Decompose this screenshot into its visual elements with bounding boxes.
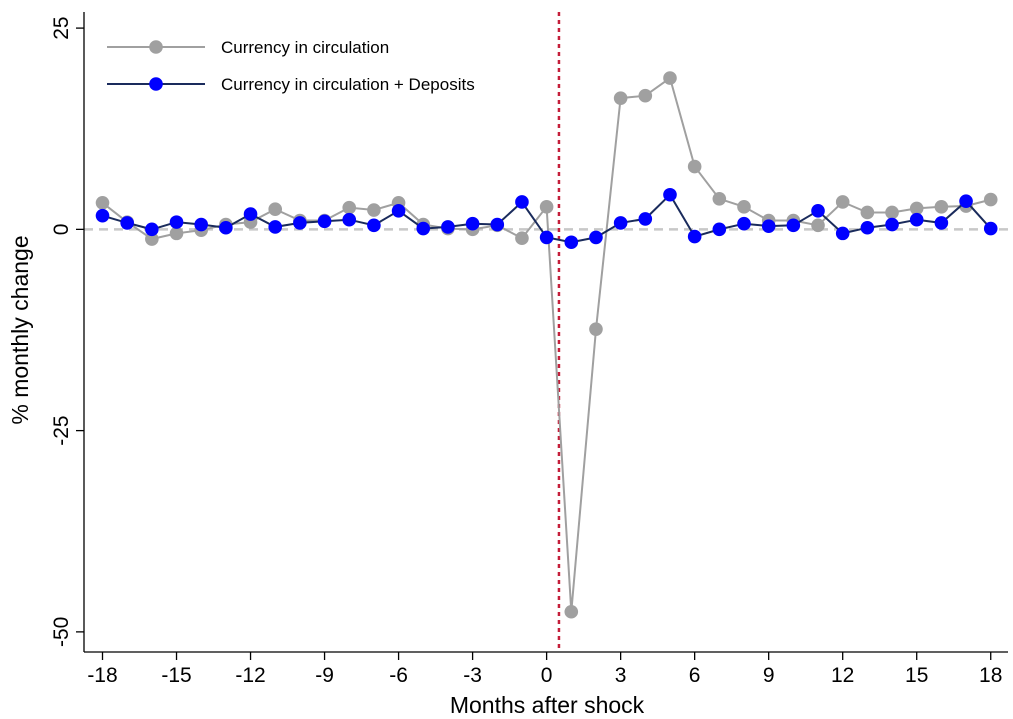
data-point [737,216,751,231]
x-tick-label: -15 [161,664,191,687]
data-point [860,220,875,235]
data-point [983,192,998,207]
data-point [490,217,505,232]
data-point [342,212,357,227]
data-point [120,216,134,230]
data-point [441,220,455,234]
data-point [638,212,653,226]
x-tick-label: 12 [831,664,854,687]
data-point [391,204,406,218]
data-point [243,207,258,221]
y-tick-label: 25 [50,16,73,39]
data-point [934,216,949,230]
data-point [145,232,159,246]
data-point [293,216,307,230]
x-tick-label: -3 [463,664,482,687]
data-point [564,235,579,250]
data-point [194,217,208,232]
x-tick-label: 6 [689,664,701,687]
data-point [712,191,727,206]
x-tick-label: 18 [979,664,1002,687]
data-point [909,212,924,227]
data-point [687,229,702,244]
data-point [712,222,727,237]
data-point [663,71,677,85]
data-point [95,195,110,210]
x-tick-label: -6 [389,664,408,687]
series-2 [95,187,998,250]
data-point [589,230,603,245]
y-tick-label: 0 [50,224,73,236]
data-point [909,201,924,216]
data-point [959,194,973,208]
data-point [613,91,628,105]
series-line [101,76,991,612]
data-point [367,203,381,217]
axes: -18 -15 -12 -9 -6 -3 0 3 6 9 12 15 18 25 0 -25 -50 [50,12,1008,687]
data-point [564,604,579,619]
data-point [811,218,825,233]
data-point [687,159,702,174]
x-tick-label: -12 [235,664,265,687]
legend-item: Currency in circulation + Deposits [107,75,475,94]
y-tick-label: -25 [50,415,73,445]
data-point [811,204,825,218]
data-point [860,205,875,220]
legend-swatch-marker [149,77,163,91]
data-point [219,220,233,235]
data-point [416,221,431,236]
data-point [268,202,283,217]
data-point [835,226,850,241]
data-point [342,200,357,215]
data-point [515,195,529,209]
data-point [934,200,949,214]
data-point [638,88,653,103]
data-point [885,217,899,232]
x-tick-label: 15 [905,664,928,687]
y-axis-title: % monthly change [7,235,33,424]
x-tick-label: 3 [615,664,627,687]
x-tick-label: 9 [763,664,775,687]
legend-label: Currency in circulation + Deposits [221,75,475,94]
data-point [835,195,850,209]
data-point [663,187,677,202]
data-point [169,215,184,229]
data-point [95,208,110,223]
legend-item: Currency in circulation [107,38,389,57]
data-point [761,219,776,233]
data-point [317,214,332,229]
data-point [539,200,554,214]
y-tick-label: -50 [50,617,73,647]
data-point [539,230,554,245]
data-point [885,205,899,220]
legend-label: Currency in circulation [221,38,389,57]
data-point [737,200,751,214]
x-tick-label: 0 [541,664,553,687]
data-point [515,231,529,246]
data-point [786,218,801,233]
data-point [367,218,381,233]
legend-swatch-marker [149,40,163,54]
data-point [169,226,184,241]
data-point [613,216,628,230]
data-point [145,222,159,237]
x-axis-title: Months after shock [450,692,645,718]
data-point [983,221,998,236]
x-tick-label: -9 [315,664,334,687]
data-point [465,216,480,231]
data-point [589,322,603,336]
x-tick-label: -18 [87,664,117,687]
series-1 [95,71,998,619]
data-point [268,220,283,234]
legend: Currency in circulation Currency in circu… [107,38,475,94]
